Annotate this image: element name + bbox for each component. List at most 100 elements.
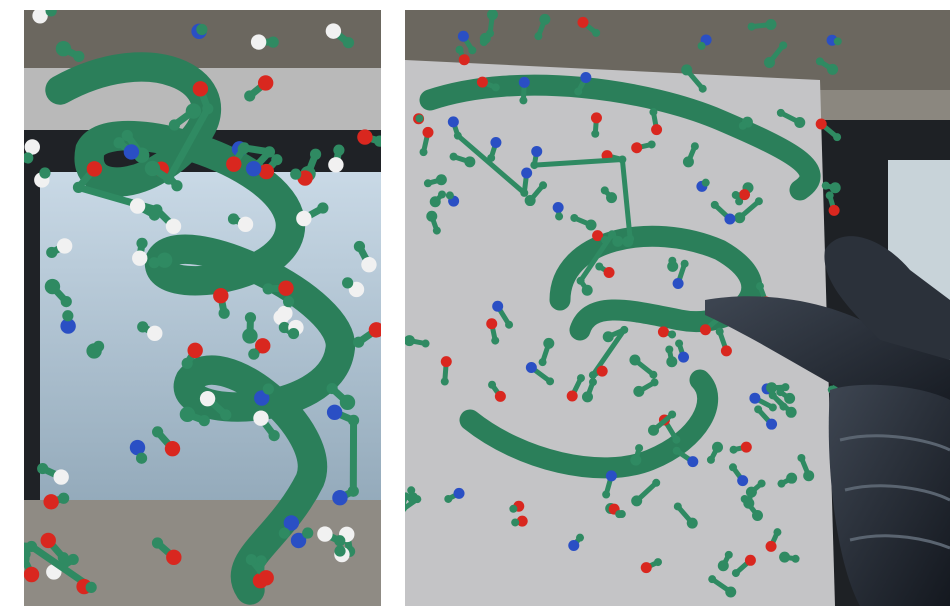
- atom: [259, 164, 274, 179]
- atom: [546, 377, 554, 385]
- atom: [404, 335, 415, 346]
- atom: [136, 238, 147, 249]
- atom: [149, 257, 160, 268]
- atom: [246, 161, 261, 176]
- atom: [279, 528, 290, 539]
- atom: [407, 486, 415, 494]
- atom: [766, 382, 777, 393]
- atom: [539, 358, 547, 366]
- atom: [58, 552, 69, 563]
- atom: [169, 119, 180, 130]
- atom: [654, 558, 662, 566]
- atom: [37, 463, 48, 474]
- atom: [58, 493, 69, 504]
- atom: [152, 537, 163, 548]
- atom: [245, 312, 256, 323]
- atom: [458, 31, 469, 42]
- atom: [492, 301, 503, 312]
- atom: [426, 211, 437, 222]
- atom: [687, 518, 698, 529]
- atom: [681, 64, 692, 75]
- page-body: (() => { const ns = 'http://www.w3.org/2…: [0, 0, 950, 606]
- atom: [739, 189, 750, 200]
- atom: [242, 328, 257, 343]
- atom: [166, 219, 181, 234]
- atom: [773, 528, 781, 536]
- atom: [678, 352, 689, 363]
- atom: [730, 446, 738, 454]
- atom: [246, 554, 257, 565]
- atom: [651, 378, 659, 386]
- atom: [712, 442, 723, 453]
- atom: [711, 201, 719, 209]
- atom: [326, 23, 341, 38]
- atom: [797, 454, 805, 462]
- atom: [577, 17, 588, 28]
- atom: [649, 371, 657, 379]
- atom: [56, 41, 71, 56]
- atom: [830, 182, 841, 193]
- atom: [220, 409, 231, 420]
- atom: [786, 407, 797, 418]
- atom: [353, 337, 364, 348]
- atom: [86, 582, 97, 593]
- atom: [702, 179, 710, 187]
- atom: [468, 46, 476, 54]
- atom: [196, 24, 207, 35]
- atom: [43, 494, 58, 509]
- atom: [464, 156, 475, 167]
- atom: [422, 340, 430, 348]
- atom: [182, 358, 193, 369]
- atom: [673, 447, 681, 455]
- atom: [635, 444, 643, 452]
- atom: [430, 196, 441, 207]
- atom: [691, 142, 699, 150]
- atom: [674, 502, 682, 510]
- atom: [454, 488, 465, 499]
- atom: [816, 118, 827, 129]
- atom: [165, 441, 180, 456]
- atom: [779, 552, 790, 563]
- atom: [574, 88, 582, 96]
- atom: [193, 81, 208, 96]
- atom: [777, 109, 785, 117]
- atom: [393, 506, 404, 517]
- atom: [666, 356, 677, 367]
- atom: [589, 371, 597, 379]
- atom: [779, 41, 787, 49]
- atom: [369, 322, 384, 337]
- atom: [672, 436, 680, 444]
- atom: [601, 186, 609, 194]
- atom: [665, 346, 673, 354]
- atom: [147, 326, 162, 341]
- atom: [342, 277, 353, 288]
- atom: [480, 38, 488, 46]
- atom: [310, 149, 321, 160]
- atom: [668, 257, 676, 265]
- atom: [526, 362, 537, 373]
- atom: [124, 144, 139, 159]
- atom: [199, 415, 210, 426]
- atom: [539, 181, 547, 189]
- atom: [737, 475, 748, 486]
- atom: [354, 241, 365, 252]
- atom: [652, 479, 660, 487]
- atom: [777, 480, 785, 488]
- left-view: [0, 5, 385, 606]
- atom: [668, 330, 676, 338]
- atom: [433, 227, 441, 235]
- atom: [374, 136, 385, 147]
- palm: [829, 385, 950, 606]
- atom: [334, 535, 345, 546]
- atom: [673, 278, 684, 289]
- atom: [268, 37, 279, 48]
- atom: [186, 103, 201, 118]
- atom: [61, 296, 72, 307]
- atom: [332, 490, 347, 505]
- atom: [633, 386, 644, 397]
- atom: [648, 140, 656, 148]
- atom: [424, 179, 432, 187]
- atom: [0, 530, 15, 545]
- atom: [450, 153, 458, 161]
- atom: [577, 374, 585, 382]
